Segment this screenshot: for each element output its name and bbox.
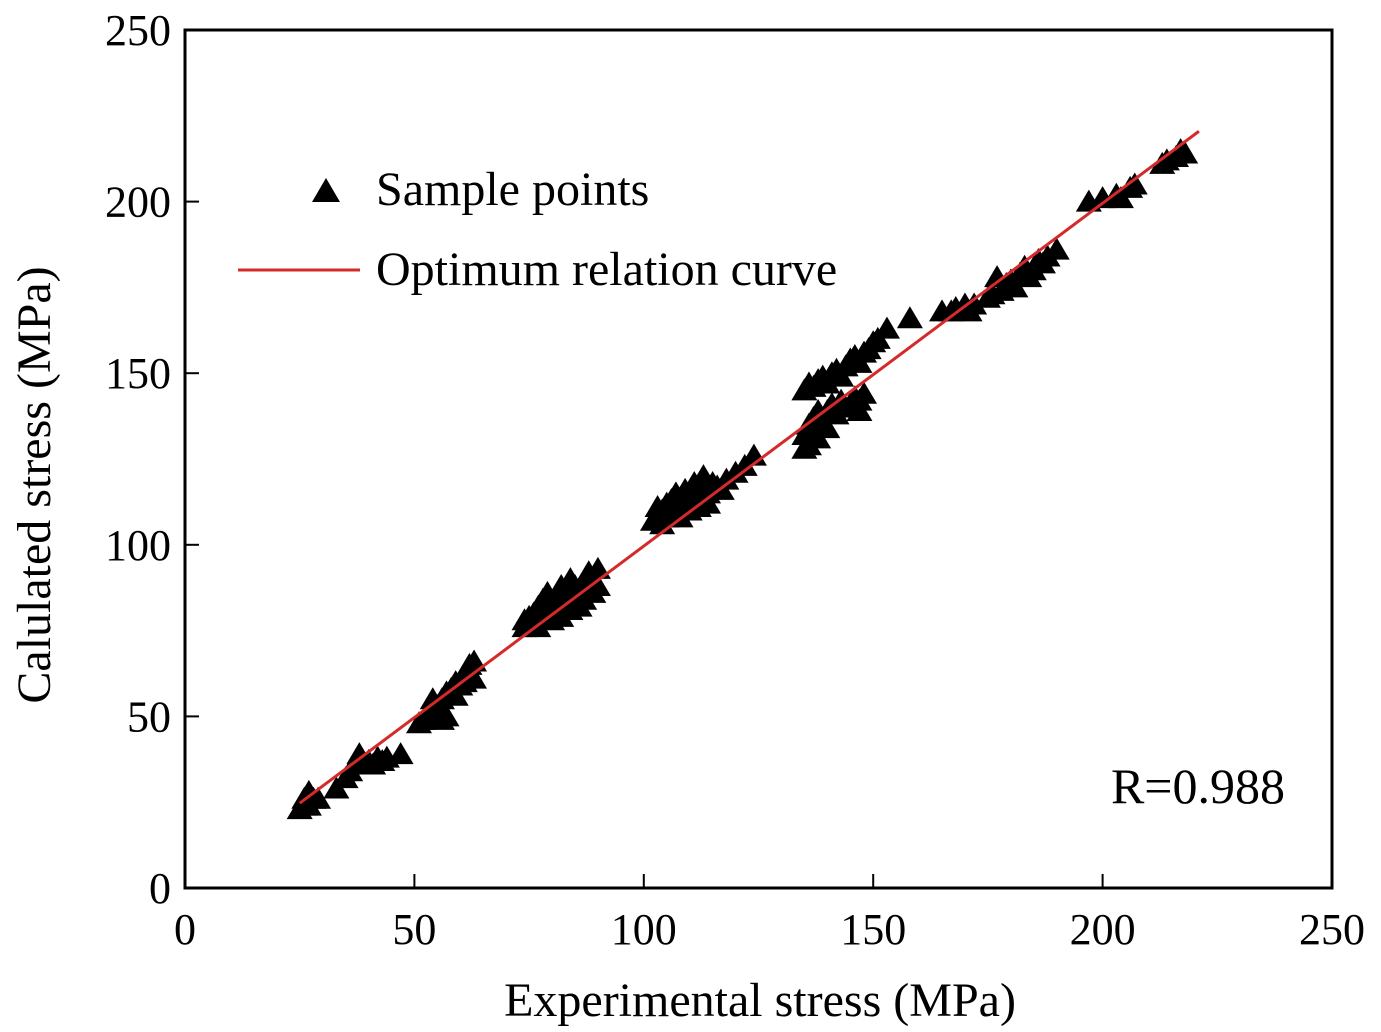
- y-tick-label: 0: [149, 864, 171, 913]
- sample-point: [851, 381, 878, 404]
- sample-point: [461, 666, 488, 689]
- correlation-annotation: R=0.988: [1111, 758, 1285, 814]
- plot-frame: [183, 28, 1334, 890]
- optimum-relation-curve: [298, 130, 1200, 805]
- x-tick-label: 200: [1070, 905, 1136, 954]
- sample-point: [387, 742, 414, 765]
- sample-point: [873, 316, 900, 339]
- y-axis-ticks: 0 50 100 150 200 250: [105, 6, 199, 913]
- legend-label-sample-points: Sample points: [376, 163, 649, 216]
- sample-points-layer: [286, 138, 1199, 820]
- sample-point: [846, 398, 873, 421]
- y-tick-label: 250: [105, 6, 171, 55]
- sample-point: [814, 416, 841, 439]
- x-axis-title: Experimental stress (MPa): [504, 974, 1016, 1027]
- y-tick-label: 50: [127, 692, 171, 741]
- x-tick-label: 0: [174, 905, 196, 954]
- x-tick-label: 50: [392, 905, 436, 954]
- x-tick-label: 150: [840, 905, 906, 954]
- y-tick-label: 200: [105, 178, 171, 227]
- legend-label-optimum-curve: Optimum relation curve: [376, 243, 837, 296]
- legend: Sample points Optimum relation curve: [238, 163, 837, 296]
- sample-point: [461, 649, 488, 672]
- x-axis-ticks: 0 50 100 150 200 250: [174, 874, 1365, 954]
- sample-point: [695, 491, 722, 514]
- sample-point: [584, 573, 611, 596]
- optimum-curve-layer: [298, 130, 1200, 805]
- x-tick-label: 250: [1299, 905, 1365, 954]
- legend-triangle-marker: [312, 178, 340, 202]
- sample-point: [1121, 172, 1148, 195]
- x-tick-label: 100: [611, 905, 677, 954]
- y-axis-title: Calulated stress (MPa): [8, 266, 61, 703]
- sample-point: [584, 556, 611, 579]
- y-tick-label: 100: [105, 521, 171, 570]
- sample-point: [961, 292, 988, 315]
- sample-point: [896, 306, 923, 329]
- sample-point: [1172, 141, 1199, 164]
- sample-point: [291, 786, 318, 809]
- sample-point: [1002, 275, 1029, 298]
- y-tick-label: 150: [105, 349, 171, 398]
- sample-point: [433, 704, 460, 727]
- sample-point: [1043, 237, 1070, 260]
